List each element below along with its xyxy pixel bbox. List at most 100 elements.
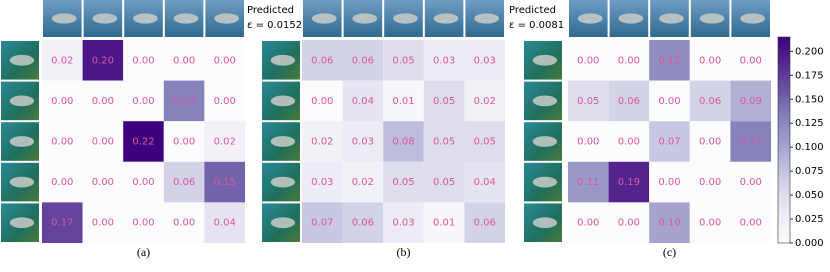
thumbnail-shark [133, 13, 158, 24]
heatmap-cell [383, 161, 424, 203]
cell-label: 0.06 [311, 55, 333, 66]
heatmap-cell [163, 121, 205, 162]
cell-label: 0.00 [699, 218, 721, 229]
cell-label: 0.00 [577, 218, 599, 229]
heatmap-cell [82, 80, 124, 122]
heatmap-cell [568, 161, 609, 203]
heatmap-cell [464, 202, 505, 243]
thumbnail-shark [532, 217, 558, 229]
heatmap-cell [608, 40, 650, 81]
cell-label: 0.00 [51, 96, 73, 107]
thumbnail-shark [173, 13, 199, 24]
heatmap-cell [730, 121, 771, 162]
thumbnail-shark [659, 13, 684, 24]
thumbnail-shark [92, 13, 118, 24]
cell-label: 0.03 [433, 55, 455, 66]
heatmap-cell [423, 80, 465, 122]
heatmap-cell [423, 161, 465, 203]
cell-label: 0.05 [433, 177, 455, 188]
thumbnail-shark [214, 13, 239, 24]
cell-label: 0.00 [214, 96, 236, 107]
colorbar-tick-label: 0.150 [795, 94, 824, 105]
thumbnail-shark [618, 13, 644, 24]
heatmap-cell [649, 80, 690, 122]
thumbnail-shark [9, 95, 35, 107]
cell-label: 0.05 [392, 55, 414, 66]
heatmap-cell [123, 161, 164, 203]
heatmap-cell [730, 80, 771, 122]
heatmap-cell [423, 40, 465, 81]
subfigure-label: (c) [663, 245, 676, 259]
heatmap-cell [689, 40, 731, 81]
heatmap-cell [342, 121, 384, 162]
cell-label: 0.04 [474, 177, 496, 188]
thumbnail-shark [9, 217, 35, 229]
heatmap-cell [423, 202, 465, 243]
cell-label: 0.15 [214, 177, 236, 188]
thumbnail-shark [270, 217, 296, 229]
cell-label: 0.02 [352, 177, 374, 188]
heatmap-cell [608, 80, 650, 122]
annotation: ε = 0.0081 [509, 20, 564, 31]
heatmap-cell [123, 40, 164, 81]
cell-label: 0.00 [699, 137, 721, 148]
heatmap-cell [342, 202, 384, 243]
thumbnail-shark [9, 176, 35, 188]
cell-label: 0.03 [352, 137, 374, 148]
cell-label: 0.06 [618, 96, 640, 107]
cell-label: 0.00 [51, 177, 73, 188]
thumbnail-shark [577, 13, 603, 24]
cell-label: 0.07 [658, 137, 680, 148]
cell-label: 0.00 [132, 218, 154, 229]
cell-label: 0.00 [618, 55, 640, 66]
cell-label: 0.05 [392, 177, 414, 188]
cell-label: 0.00 [577, 137, 599, 148]
cell-label: 0.19 [618, 177, 640, 188]
cell-label: 0.13 [173, 96, 195, 107]
cell-label: 0.20 [92, 55, 114, 66]
heatmap-cell [464, 40, 505, 81]
heatmap-cell [730, 40, 771, 81]
cell-label: 0.12 [658, 55, 680, 66]
cell-label: 0.10 [658, 218, 680, 229]
heatmap-cell [342, 40, 384, 81]
thumbnail-shark [699, 13, 725, 24]
heatmap-cell [82, 121, 124, 162]
cell-label: 0.09 [740, 96, 762, 107]
heatmap-cell [204, 40, 245, 81]
heatmap-cell [123, 202, 164, 243]
heatmap-cell [464, 121, 505, 162]
thumbnail-shark [9, 54, 35, 66]
cell-label: 0.00 [173, 137, 195, 148]
heatmap-cell [608, 202, 650, 243]
subfigure-label: (a) [137, 245, 150, 259]
thumbnail-shark [740, 13, 765, 24]
thumbnail-shark [532, 95, 558, 107]
cell-label: 0.00 [740, 218, 762, 229]
heatmap-cell [689, 161, 731, 203]
heatmap-cell [689, 80, 731, 122]
cell-label: 0.00 [132, 177, 154, 188]
thumbnail-shark [51, 13, 77, 24]
cell-label: 0.06 [474, 218, 496, 229]
cell-label: 0.05 [577, 96, 599, 107]
thumbnail-shark [9, 136, 35, 147]
cell-label: 0.00 [92, 137, 114, 148]
cell-label: 0.06 [173, 177, 195, 188]
heatmap-cell [163, 80, 205, 122]
cell-label: 0.03 [311, 177, 333, 188]
colorbar-tick-label: 0.175 [795, 70, 824, 81]
cell-label: 0.07 [311, 218, 333, 229]
heatmap-cell [302, 202, 343, 243]
heatmap-cell [82, 161, 124, 203]
cell-label: 0.00 [51, 137, 73, 148]
thumbnail-shark [270, 95, 296, 107]
thumbnail-shark [352, 13, 378, 24]
cell-label: 0.02 [214, 137, 236, 148]
heatmap-cell [302, 161, 343, 203]
cell-label: 0.00 [173, 55, 195, 66]
heatmap-cell [649, 40, 690, 81]
cell-label: 0.03 [392, 218, 414, 229]
heatmap-cell [383, 80, 424, 122]
